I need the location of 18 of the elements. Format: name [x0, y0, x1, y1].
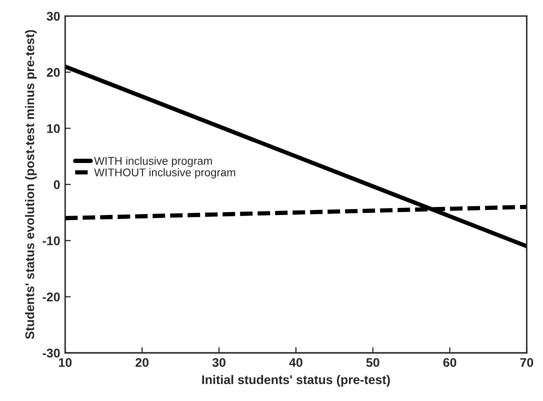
y-tick-label: 30	[46, 12, 60, 21]
y-tick-label: -20	[42, 292, 60, 302]
y-tick-label: 10	[47, 124, 60, 133]
y-axis-title: Students' status evolution (post-test minus pre-test)	[25, 30, 37, 340]
y-tick-label: -10	[42, 236, 60, 246]
x-tick-label: 60	[443, 358, 456, 367]
x-tick-label: 30	[212, 358, 226, 367]
x-axis-title: Initial students' status (pre-test)	[202, 374, 390, 387]
y-tick-label: -30	[42, 348, 60, 358]
x-tick-label: 20	[136, 358, 149, 367]
x-tick-label: 10	[58, 358, 72, 367]
x-tick-label: 40	[289, 358, 302, 367]
y-tick-label: 0	[54, 180, 60, 190]
legend-label: WITH inclusive program	[94, 156, 212, 168]
x-tick-label: 50	[366, 358, 380, 367]
x-tick-label: 70	[520, 358, 534, 367]
legend-label: WITHOUT inclusive program	[94, 168, 236, 179]
y-tick-label: 20	[46, 68, 60, 77]
